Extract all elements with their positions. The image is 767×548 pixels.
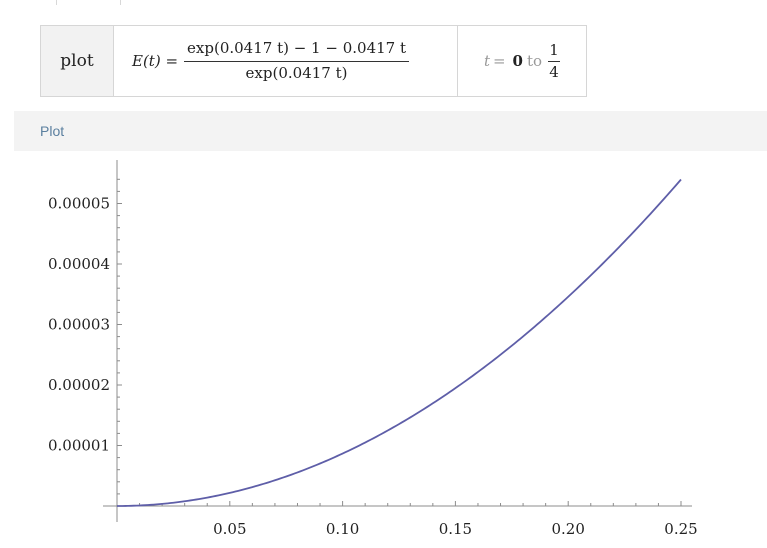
range-start: 0	[512, 52, 523, 70]
input-interpretation-card: plot E(t) = exp(0.0417 t) − 1 − 0.0417 t…	[14, 12, 767, 109]
plot-pod-header: Plot	[14, 111, 767, 151]
fraction-bar	[184, 60, 409, 62]
range-equals: =	[492, 52, 506, 70]
range-cell: t = 0 to 1 4	[458, 26, 586, 96]
y-tick-label: 0.00003	[48, 316, 110, 334]
range-to-label: to	[526, 52, 543, 70]
pod-title[interactable]: Plot	[40, 123, 65, 139]
edge-mark	[120, 0, 121, 5]
y-tick-label: 0.00002	[48, 376, 110, 394]
y-tick-label: 0.00001	[48, 437, 110, 455]
function-curve	[116, 178, 682, 507]
x-tick-label: 0.25	[664, 520, 697, 538]
range-end-fraction: 1 4	[548, 41, 561, 81]
formula-fraction: exp(0.0417 t) − 1 − 0.0417 t exp(0.0417 …	[184, 40, 409, 82]
previous-pod-edge	[0, 0, 767, 12]
edge-mark	[56, 0, 57, 5]
x-tick-label: 0.20	[551, 520, 584, 538]
range-end-numerator: 1	[549, 41, 559, 59]
range-variable: t	[483, 52, 490, 70]
x-tick-label: 0.05	[213, 520, 246, 538]
input-interpretation-table: plot E(t) = exp(0.0417 t) − 1 − 0.0417 t…	[40, 25, 587, 97]
y-tick-label: 0.00004	[48, 255, 110, 273]
formula-denominator: exp(0.0417 t)	[245, 63, 348, 82]
range-fraction-bar	[548, 60, 561, 62]
formula-lhs: E(t) =	[132, 52, 179, 70]
formula-numerator: exp(0.0417 t) − 1 − 0.0417 t	[187, 39, 406, 58]
range-end-denominator: 4	[549, 62, 559, 81]
formula-cell: E(t) = exp(0.0417 t) − 1 − 0.0417 t exp(…	[114, 26, 458, 96]
y-tick-label: 0.00005	[48, 195, 110, 213]
plot-area: 0.05 0.10 0.15 0.20 0.25 0.00001 0.00002 0.0000…	[0, 152, 767, 548]
x-tick-label: 0.15	[439, 520, 472, 538]
x-tick-label: 0.10	[326, 520, 359, 538]
command-label: plot	[60, 51, 94, 71]
function-plot: 0.05 0.10 0.15 0.20 0.25 0.00001 0.00002 0.0000…	[48, 160, 698, 538]
command-cell: plot	[41, 26, 114, 96]
